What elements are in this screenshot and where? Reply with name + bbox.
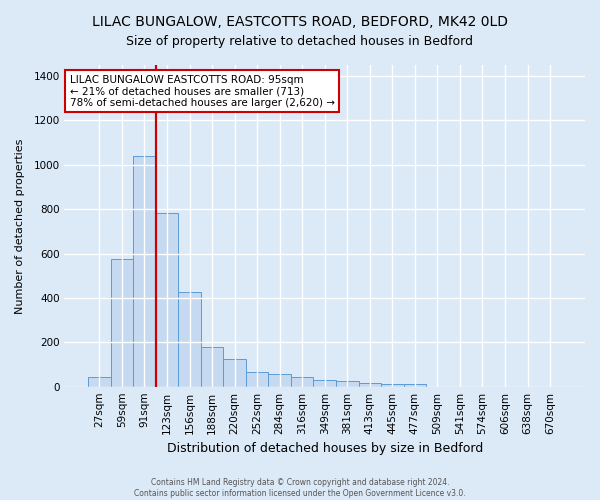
Bar <box>336 381 359 386</box>
Bar <box>88 376 110 386</box>
Bar <box>201 346 223 387</box>
Bar <box>313 380 336 386</box>
Text: Size of property relative to detached houses in Bedford: Size of property relative to detached ho… <box>127 35 473 48</box>
Bar <box>381 384 404 386</box>
Bar <box>268 374 291 386</box>
Bar <box>110 259 133 386</box>
Y-axis label: Number of detached properties: Number of detached properties <box>15 138 25 314</box>
Text: Contains HM Land Registry data © Crown copyright and database right 2024.
Contai: Contains HM Land Registry data © Crown c… <box>134 478 466 498</box>
Bar <box>359 384 381 386</box>
Bar <box>133 156 156 386</box>
Bar <box>291 376 313 386</box>
Bar <box>223 359 246 386</box>
X-axis label: Distribution of detached houses by size in Bedford: Distribution of detached houses by size … <box>167 442 483 455</box>
Bar <box>178 292 201 386</box>
Bar <box>246 372 268 386</box>
Bar <box>404 384 426 386</box>
Text: LILAC BUNGALOW, EASTCOTTS ROAD, BEDFORD, MK42 0LD: LILAC BUNGALOW, EASTCOTTS ROAD, BEDFORD,… <box>92 15 508 29</box>
Bar <box>156 212 178 386</box>
Text: LILAC BUNGALOW EASTCOTTS ROAD: 95sqm
← 21% of detached houses are smaller (713)
: LILAC BUNGALOW EASTCOTTS ROAD: 95sqm ← 2… <box>70 74 335 108</box>
